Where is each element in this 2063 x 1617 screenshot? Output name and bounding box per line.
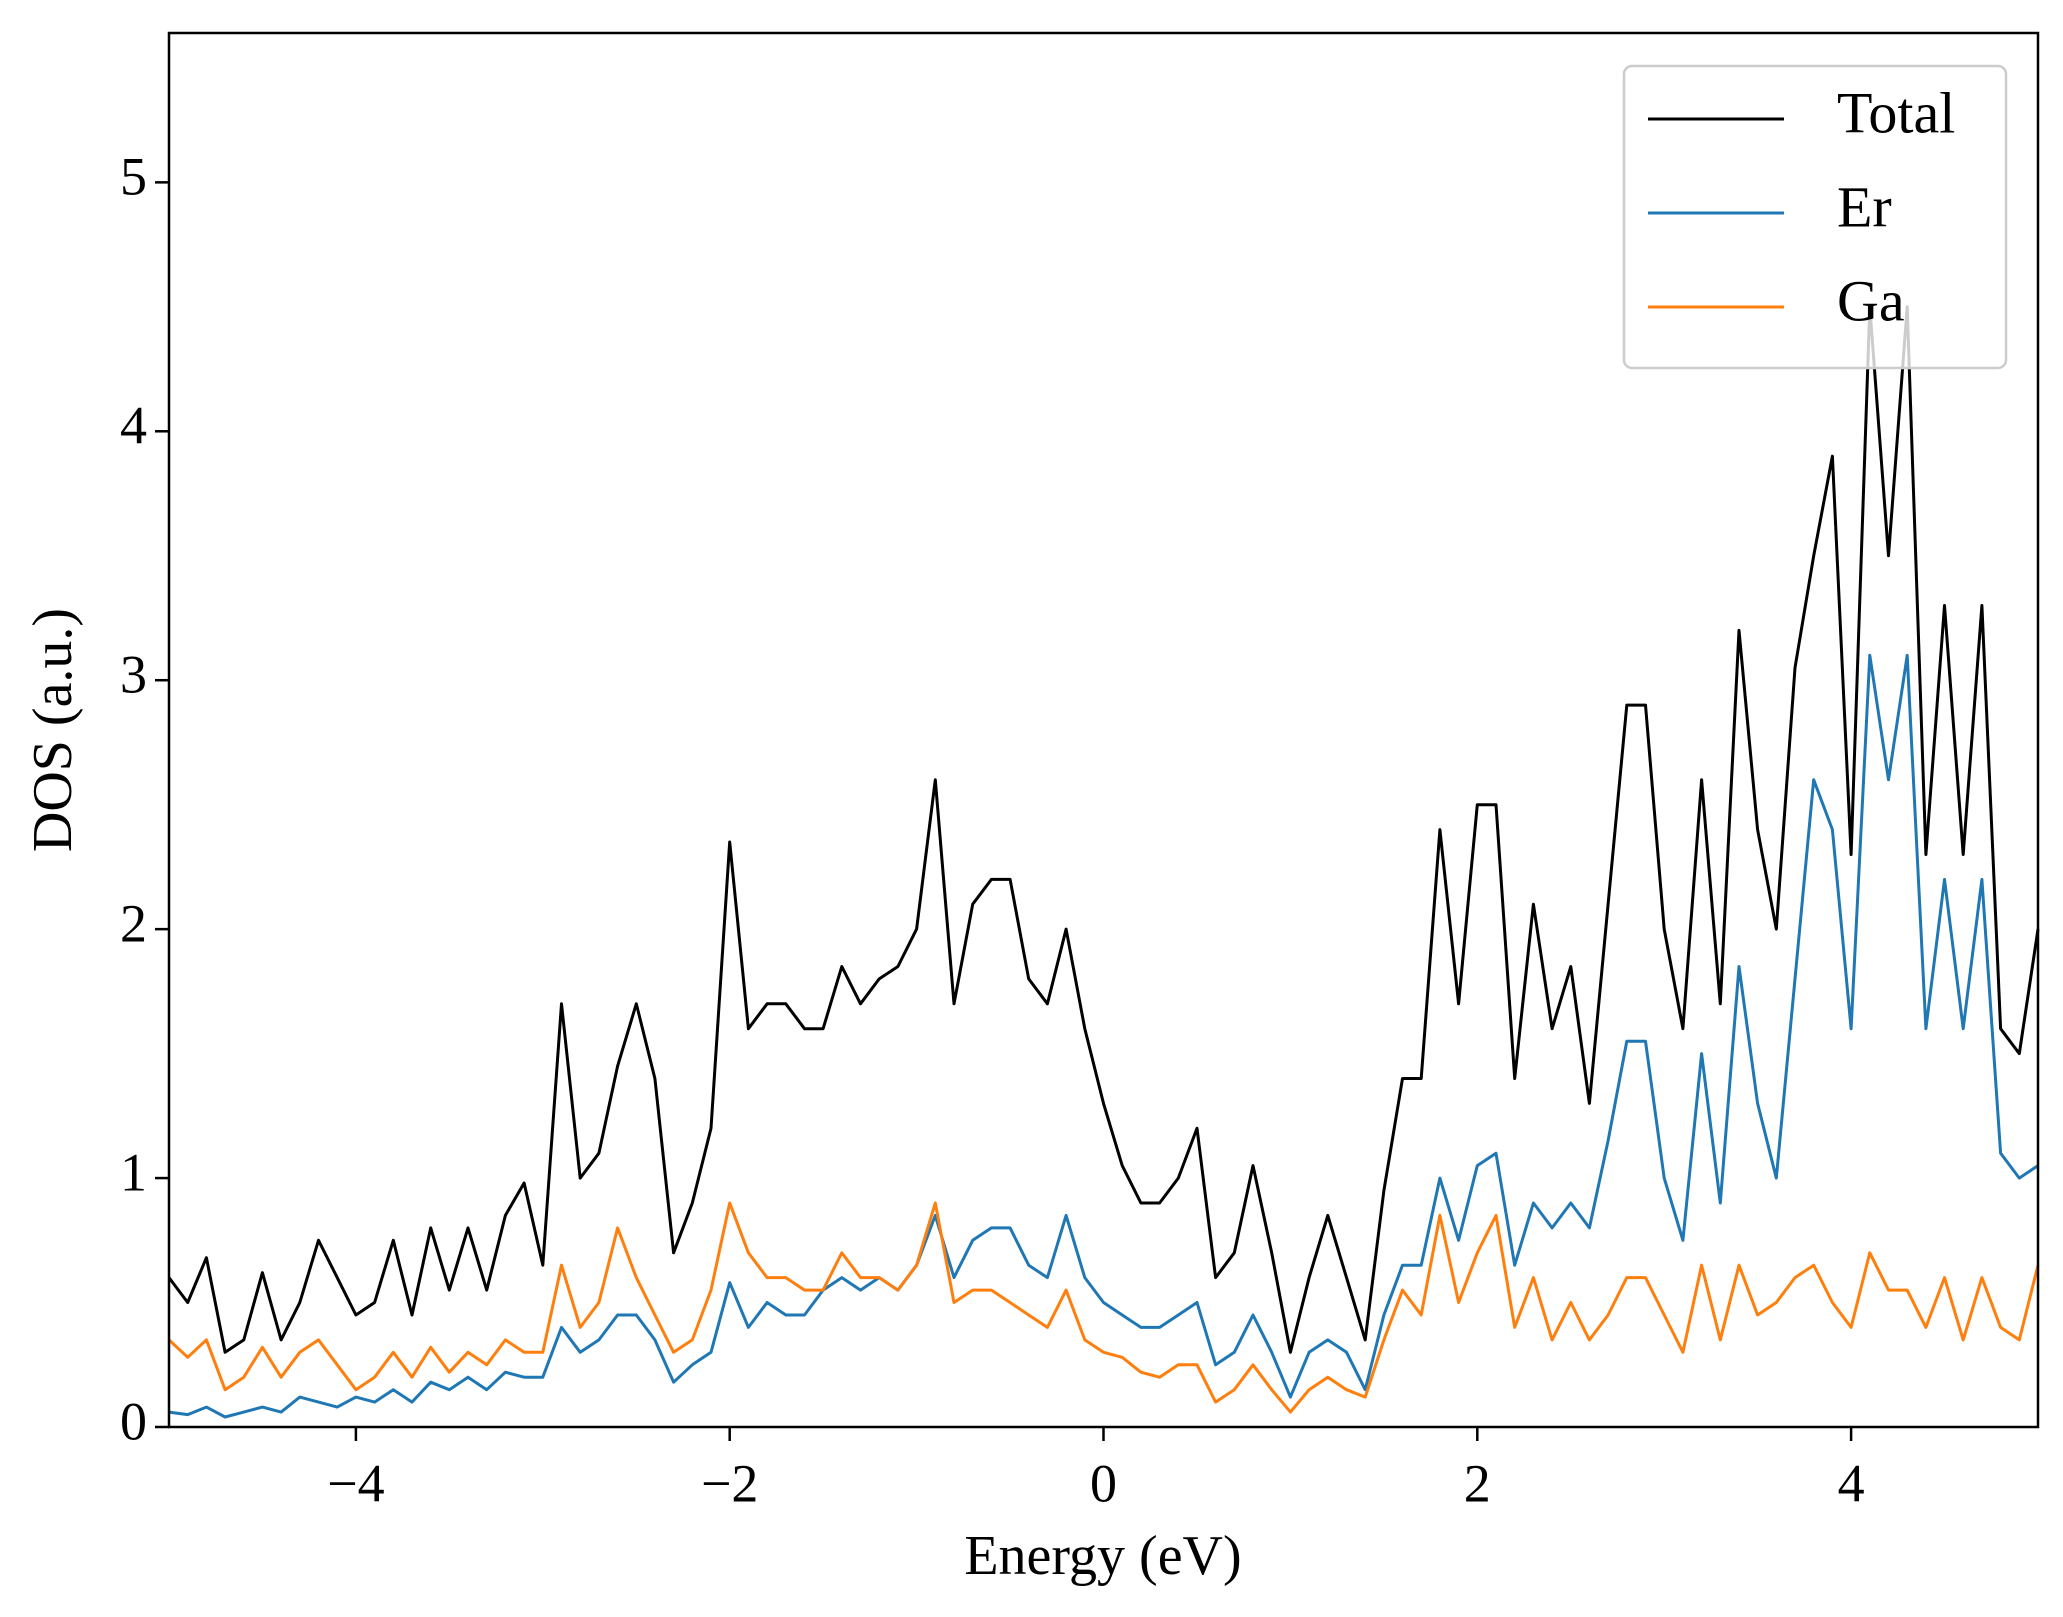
y-tick-label: 4 bbox=[120, 396, 147, 456]
y-tick-label: 3 bbox=[120, 645, 147, 705]
line-0 bbox=[167, 305, 2040, 1354]
x-tick-label: 2 bbox=[1464, 1453, 1491, 1513]
y-tick-label: 2 bbox=[120, 894, 147, 954]
y-tick-label: 0 bbox=[120, 1391, 147, 1451]
legend-box bbox=[1622, 64, 2008, 370]
y-axis-label: DOS (a.u.) bbox=[22, 608, 84, 852]
legend-label: Ga bbox=[1837, 268, 1905, 333]
legend-label: Er bbox=[1837, 174, 1892, 239]
legend-label: Total bbox=[1837, 80, 1955, 145]
y-tick-label: 5 bbox=[120, 147, 147, 207]
y-tick-label: 1 bbox=[120, 1142, 147, 1202]
x-tick-label: −2 bbox=[701, 1453, 758, 1513]
x-axis-label: Energy (eV) bbox=[964, 1525, 1241, 1587]
x-tick-label: 4 bbox=[1838, 1453, 1865, 1513]
line-1 bbox=[168, 653, 2039, 1419]
x-tick-label: −4 bbox=[327, 1453, 384, 1513]
line-2 bbox=[167, 1201, 2040, 1414]
x-tick-label: 0 bbox=[1090, 1453, 1117, 1513]
